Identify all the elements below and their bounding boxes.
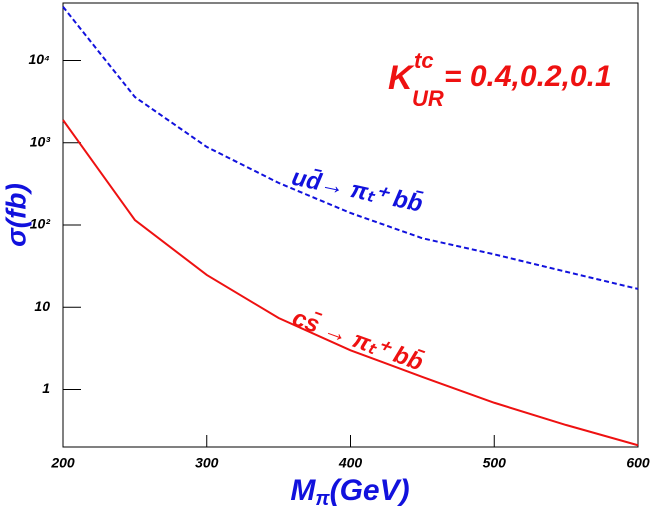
x-tick-label: 300	[195, 455, 219, 471]
annotation-base: K	[388, 59, 415, 97]
x-label-rest: (GeV)	[330, 474, 410, 507]
annotation-sub: UR	[412, 86, 444, 111]
y-axis-label: σ(fb)	[0, 183, 31, 247]
y-tick-label: 10²	[30, 216, 51, 232]
x-label-sub: π	[315, 488, 330, 510]
y-tick-label: 10³	[30, 133, 51, 149]
x-tick-label: 600	[626, 455, 650, 471]
annotation-text: = 0.4,0.2,0.1	[444, 60, 612, 93]
annotation-sup: tc	[414, 48, 434, 73]
curve-label: cs̄ → πₜ⁺ bb̄	[289, 304, 427, 376]
x-tick-label: 500	[483, 455, 507, 471]
series-line	[62, 119, 639, 447]
y-tick-label: 10⁴	[28, 51, 50, 67]
y-tick-label: 10	[34, 298, 50, 314]
x-label-main: M	[290, 474, 316, 507]
curve-label: ud̄→ πₜ⁺ bb̄	[289, 164, 425, 218]
series-line	[62, 6, 639, 290]
y-tick-label: 1	[42, 380, 50, 396]
x-tick-label: 400	[338, 455, 363, 471]
x-axis-label: Mπ(GeV)	[290, 474, 409, 510]
x-tick-label: 200	[50, 455, 75, 471]
